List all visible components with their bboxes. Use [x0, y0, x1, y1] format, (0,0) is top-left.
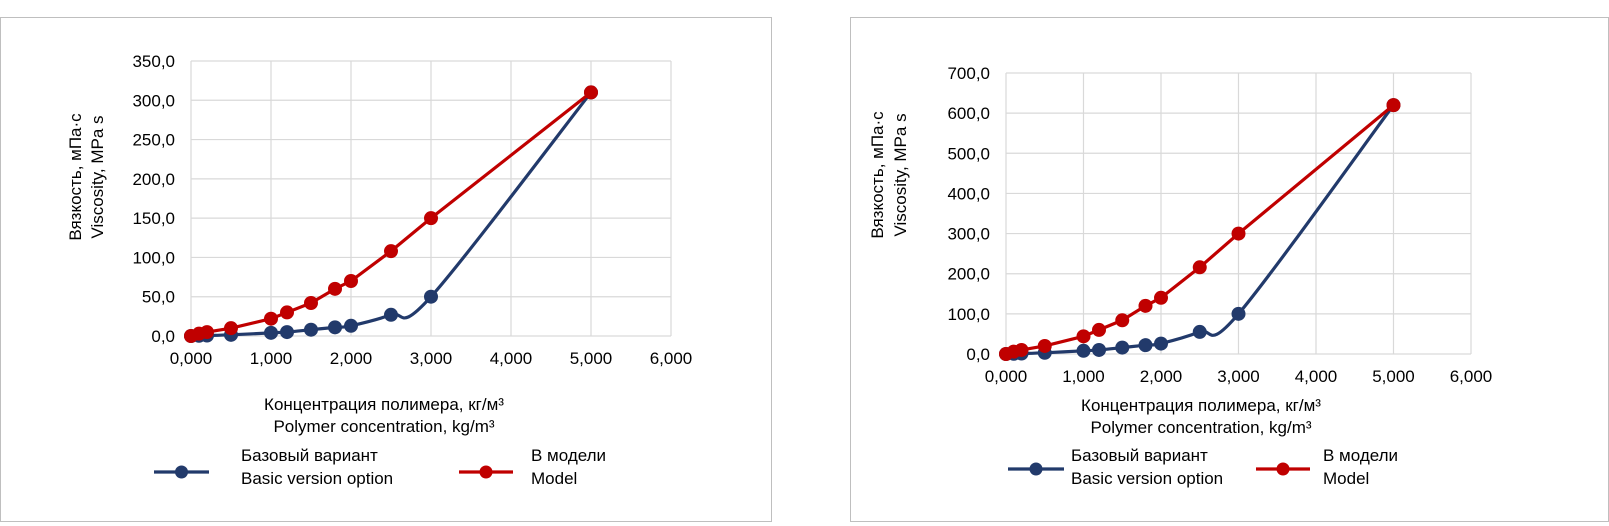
- data-point: [328, 320, 342, 335]
- data-point: [1076, 329, 1091, 344]
- data-point: [1115, 313, 1130, 328]
- legend-label: Model: [531, 469, 577, 488]
- data-point: [344, 274, 358, 288]
- legend-marker: [1276, 462, 1290, 476]
- data-point: [1192, 260, 1207, 275]
- x-tick-label: 4,000: [490, 349, 533, 368]
- x-tick-label: 0,000: [985, 367, 1028, 386]
- chart-panel-right: 0,0 100,0 200,0 300,0 400,0 500,0 600,0 700,0 0,…: [850, 17, 1609, 522]
- x-tick-label: 2,000: [330, 349, 373, 368]
- y-tick-label: 200,0: [132, 170, 175, 189]
- y-tick-label: 50,0: [142, 288, 175, 307]
- data-point: [1192, 324, 1207, 339]
- data-point: [1014, 342, 1029, 357]
- y-tick-label: 100,0: [132, 248, 175, 267]
- legend-label: Базовый вариант: [241, 446, 378, 465]
- data-point: [328, 281, 342, 296]
- x-axis-title: Концентрация полимера, кг/м³: [1081, 396, 1321, 415]
- x-tick-label: 6,000: [650, 349, 693, 368]
- x-tick-label: 0,000: [170, 349, 213, 368]
- y-tick-label: 200,0: [947, 265, 990, 284]
- legend-marker: [175, 465, 188, 479]
- data-point: [1138, 338, 1153, 353]
- data-point: [304, 322, 318, 337]
- legend-label: Basic version option: [241, 469, 393, 488]
- y-tick-label: 300,0: [947, 225, 990, 244]
- series-model: [184, 85, 598, 343]
- data-point: [1231, 306, 1246, 321]
- y-tick-label: 250,0: [132, 131, 175, 150]
- y-tick-label: 100,0: [947, 305, 990, 324]
- y-tick-label: 700,0: [947, 64, 990, 83]
- x-axis-title: Polymer concentration, kg/m³: [273, 417, 494, 436]
- data-point: [280, 305, 294, 320]
- series-line: [190, 91, 593, 338]
- y-axis-title: Viscosity, MPa s: [891, 113, 910, 236]
- chart-left: 0,0 50,0 100,0 150,0 200,0 250,0 300,0 350,0 0,0…: [66, 52, 693, 488]
- data-point: [1076, 343, 1091, 358]
- x-tick-label: 1,000: [250, 349, 293, 368]
- x-tick-label: 2,000: [1140, 367, 1183, 386]
- legend-label: Базовый вариант: [1071, 446, 1208, 465]
- data-point: [384, 307, 398, 322]
- data-point: [1092, 342, 1106, 357]
- legend-label: В модели: [1323, 446, 1398, 465]
- data-point: [1386, 98, 1401, 113]
- data-point: [1231, 226, 1246, 241]
- y-tick-label: 0,0: [151, 327, 175, 346]
- y-tick-label: 600,0: [947, 104, 990, 123]
- data-point: [264, 311, 278, 326]
- data-point: [200, 325, 214, 340]
- x-axis-title: Polymer concentration, kg/m³: [1090, 418, 1311, 437]
- legend-marker: [1029, 462, 1043, 476]
- y-tick-label: 150,0: [132, 209, 175, 228]
- data-point: [424, 289, 438, 304]
- x-axis-title: Концентрация полимера, кг/м³: [264, 395, 504, 414]
- data-point: [1037, 338, 1052, 353]
- series-model: [999, 98, 1401, 361]
- x-tick-label: 5,000: [570, 349, 613, 368]
- series-line: [190, 91, 592, 338]
- data-point: [1154, 290, 1168, 305]
- data-point: [224, 321, 238, 336]
- data-point: [584, 85, 598, 100]
- chart-right: 0,0 100,0 200,0 300,0 400,0 500,0 600,0 700,0 0,…: [868, 64, 1493, 488]
- legend: Базовый вариант Basic version option В мод…: [154, 446, 606, 488]
- legend: Базовый вариант Basic version option В мод…: [1008, 446, 1398, 488]
- x-tick-label: 3,000: [410, 349, 453, 368]
- data-point: [424, 211, 438, 226]
- y-tick-label: 400,0: [947, 184, 990, 203]
- x-tick-label: 5,000: [1372, 367, 1415, 386]
- x-tick-label: 3,000: [1217, 367, 1260, 386]
- data-point: [1154, 336, 1168, 351]
- legend-marker: [479, 465, 493, 479]
- y-axis-title: Вязкость, мПа·с: [868, 111, 887, 239]
- x-tick-label: 4,000: [1295, 367, 1338, 386]
- data-point: [264, 325, 278, 340]
- y-axis-title: Viscosity, MPa s: [88, 115, 107, 238]
- data-point: [304, 296, 318, 310]
- y-axis-title: Вязкость, мПа·с: [66, 113, 85, 241]
- y-tick-label: 300,0: [132, 91, 175, 110]
- data-point: [384, 244, 398, 259]
- legend-label: Basic version option: [1071, 469, 1223, 488]
- y-tick-label: 500,0: [947, 144, 990, 163]
- series-line: [1005, 104, 1395, 356]
- data-point: [344, 318, 358, 333]
- series-line: [1005, 103, 1395, 356]
- data-point: [1115, 340, 1130, 355]
- series-basic: [184, 85, 598, 343]
- data-point: [1138, 298, 1153, 313]
- chart-panel-left: 0,0 50,0 100,0 150,0 200,0 250,0 300,0 350,0 0,0…: [0, 17, 772, 522]
- data-point: [280, 325, 294, 340]
- y-tick-label: 0,0: [966, 345, 990, 364]
- y-tick-label: 350,0: [132, 52, 175, 71]
- series-basic: [999, 98, 1401, 361]
- x-tick-label: 6,000: [1450, 367, 1493, 386]
- legend-label: Model: [1323, 469, 1369, 488]
- legend-label: В модели: [531, 446, 606, 465]
- x-tick-label: 1,000: [1062, 367, 1105, 386]
- data-point: [1092, 322, 1106, 337]
